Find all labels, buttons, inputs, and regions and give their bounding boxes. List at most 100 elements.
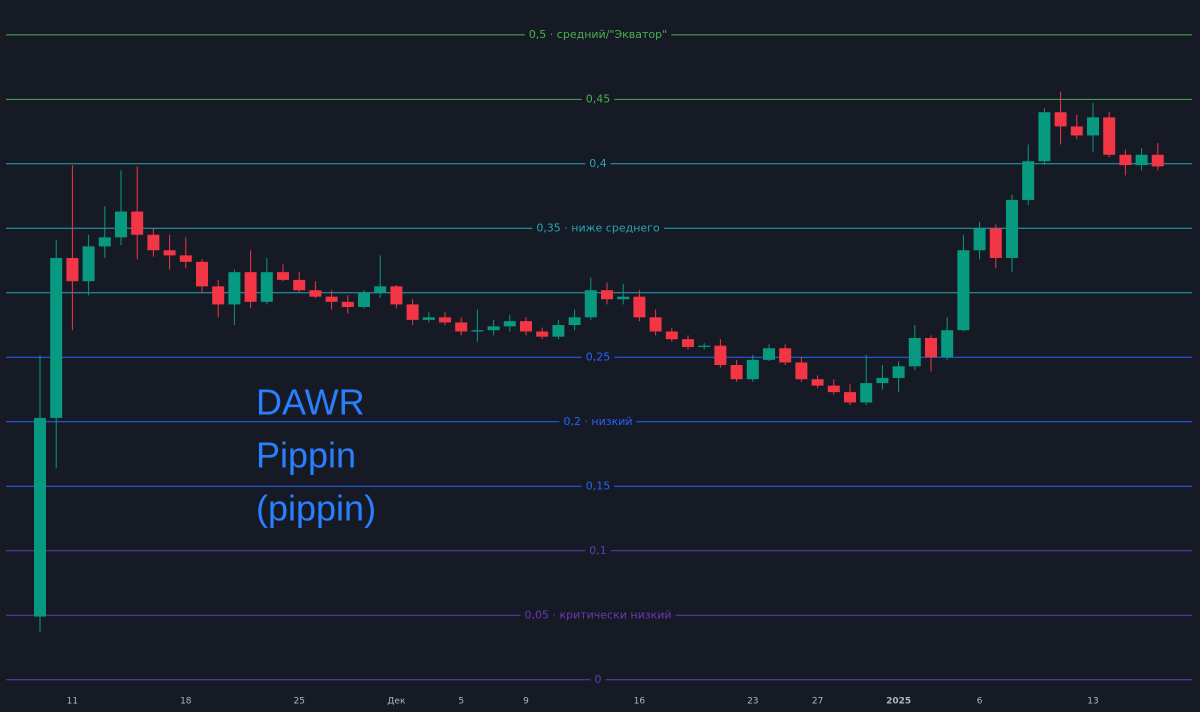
candle-body [1054, 112, 1067, 127]
level-label: 0,25 [586, 350, 611, 363]
candle-body [860, 383, 873, 403]
candle-body [957, 250, 970, 331]
x-tick-label: 18 [180, 697, 192, 707]
candle-body [795, 362, 808, 380]
candle-body [50, 257, 63, 418]
candle-body [973, 228, 986, 251]
candle-body [779, 348, 792, 363]
candle-body [1070, 126, 1083, 136]
level-label: 0,2 · низкий [563, 415, 632, 428]
candle-body [1087, 117, 1099, 136]
level-label-bg [585, 155, 611, 171]
candle-body [260, 272, 273, 302]
candle-body [309, 290, 322, 297]
candle-body [212, 286, 225, 305]
candle-body [487, 326, 500, 331]
level-label: 0 [595, 673, 602, 686]
candle-body [163, 250, 176, 256]
x-tick-label: 23 [747, 697, 758, 707]
candle-body [293, 279, 306, 291]
candle-body [374, 286, 387, 293]
candle-body [730, 365, 743, 380]
x-tick-label: 25 [293, 697, 304, 707]
candle-body [82, 246, 95, 282]
candle-body [925, 337, 937, 358]
annotation: Pippin [256, 435, 356, 476]
candle-body [503, 321, 516, 327]
candle-body [115, 211, 127, 238]
candle-body [341, 301, 354, 307]
level-label-bg [532, 220, 664, 236]
candle-body [584, 290, 597, 318]
candle-body [34, 417, 46, 617]
level-label-bg [590, 671, 606, 687]
level-label: 0,45 [586, 92, 611, 105]
candle-body [455, 322, 468, 332]
x-tick-label: 11 [67, 697, 78, 707]
x-tick-label: 6 [977, 697, 983, 707]
candle-body [422, 317, 435, 320]
x-tick-label: 5 [458, 697, 464, 707]
candle-body [325, 296, 338, 302]
candle-body [876, 377, 889, 384]
candle-body [633, 296, 646, 318]
candle-body [1103, 117, 1116, 155]
candle-body [536, 331, 549, 337]
candle-body [471, 330, 484, 332]
candle-body [568, 317, 581, 326]
candle-body [552, 325, 565, 337]
x-tick-label: Дек [387, 697, 406, 707]
candle-body [941, 330, 954, 358]
candle-body [698, 345, 711, 347]
level-label-bg [524, 26, 672, 42]
candle-body [277, 272, 289, 280]
x-tick-label: 13 [1087, 697, 1098, 707]
level-label: 0,15 [586, 479, 611, 492]
candle-body [1038, 112, 1051, 162]
candle-body [228, 272, 241, 305]
level-label: 0,5 · средний/"Экватор" [529, 28, 667, 41]
candle-body [358, 292, 370, 307]
x-tick-label: 16 [634, 697, 646, 707]
level-label: 0,35 · ниже среднего [536, 221, 660, 234]
candle-body [665, 331, 678, 340]
candle-body [811, 379, 824, 386]
level-label-bg [585, 542, 611, 558]
level-label: 0,05 · критически низкий [524, 608, 671, 621]
candle-body [1119, 154, 1132, 166]
candle-body [1022, 161, 1035, 200]
candle-body [147, 234, 160, 251]
candle-body [601, 290, 613, 300]
candle-body [649, 317, 662, 332]
candle-body [390, 286, 403, 305]
candle-body [244, 272, 257, 302]
candle-body [196, 261, 208, 287]
candle-body [131, 211, 144, 235]
candle-body [714, 345, 727, 366]
level-label-bg [581, 349, 615, 365]
annotation: (pippin) [256, 488, 376, 529]
candle-body [682, 339, 694, 347]
candle-body [66, 257, 79, 282]
candle-body [763, 348, 775, 360]
x-tick-label: 9 [523, 697, 529, 707]
level-label-bg [559, 413, 637, 429]
candle-body [746, 359, 759, 380]
annotation: DAWR [256, 382, 365, 423]
level-label-bg [581, 478, 615, 494]
candle-body [406, 304, 419, 320]
level-label: 0,1 [589, 544, 607, 557]
candle-body [908, 337, 921, 367]
x-tick-label: 2025 [886, 697, 911, 707]
candle-body [1006, 199, 1018, 258]
candle-body [439, 317, 451, 323]
candle-body [844, 392, 856, 403]
candle-body [617, 296, 630, 300]
candle-body [179, 255, 192, 262]
candle-body [989, 228, 1002, 258]
candle-body [98, 237, 111, 247]
level-label: 0,4 [589, 157, 607, 170]
candle-body [1135, 154, 1148, 166]
candle-body [892, 366, 905, 378]
